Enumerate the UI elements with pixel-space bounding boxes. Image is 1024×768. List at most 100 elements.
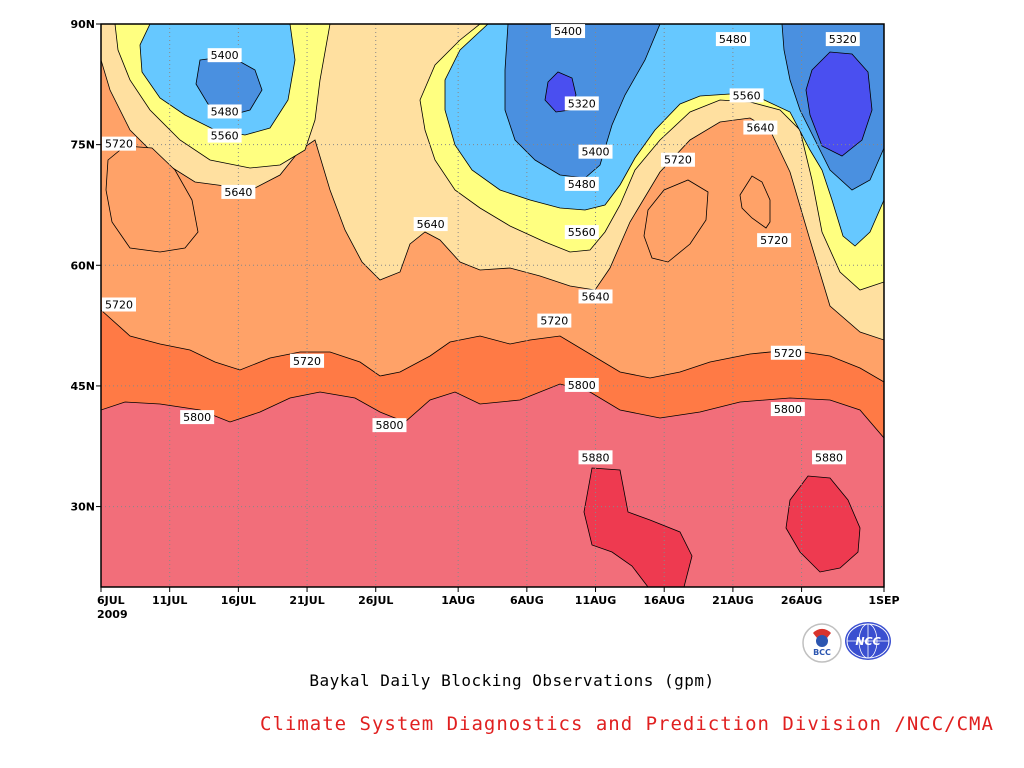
chart-title: Baykal Daily Blocking Observations (gpm) (309, 671, 715, 690)
y-tick-label: 60N (70, 259, 95, 272)
contour-label-bg (564, 377, 599, 392)
x-tick-label: 21JUL (289, 594, 324, 607)
x-tick-label: 21AUG (712, 594, 753, 607)
contour-label: 5400 (578, 144, 613, 159)
contour-label: 5800 (770, 402, 805, 417)
y-tick-label: 90N (70, 18, 95, 31)
contour-labels: 5400 5480 5560 5640 5720 5720 5640 5720 5800 5800… (102, 24, 860, 465)
contour-label-bg (564, 225, 599, 240)
contour-label: 5720 (290, 353, 325, 368)
island-5720-mid (643, 179, 709, 263)
contour-label-bg (564, 96, 599, 111)
contour-label: 5800 (372, 418, 407, 433)
contour-label: 5560 (207, 128, 242, 143)
contour-label-bg (290, 353, 325, 368)
island-5880-b (785, 475, 861, 573)
plot-border (100, 23, 885, 588)
contour-label-bg (207, 48, 242, 63)
x-tick-label: 16AUG (643, 594, 684, 607)
contour-label: 5720 (102, 297, 136, 312)
island-5880-a (583, 467, 693, 587)
y-tick-label: 45N (70, 380, 95, 393)
x-tick-label: 11AUG (575, 594, 616, 607)
contour-label: 5320 (825, 32, 860, 47)
grid-lines (101, 24, 884, 587)
contour-label-text: 5560 (733, 89, 761, 102)
contour-label-text: 5400 (582, 146, 610, 159)
contour-label-text: 5720 (105, 138, 133, 151)
contour-label-text: 5480 (568, 178, 596, 191)
contour-label: 5640 (413, 217, 448, 232)
contour-label-text: 5400 (211, 49, 239, 62)
contour-label-bg (770, 402, 805, 417)
x-axis: 6JUL 11JUL 16JUL 21JUL 26JUL 1AUG 6AUG 11AUG 16A… (97, 587, 900, 607)
contour-label: 5400 (207, 48, 242, 63)
contour-label: 5800 (180, 410, 215, 425)
contour-label: 5480 (207, 104, 242, 119)
contour-label-text: 5720 (293, 355, 321, 368)
ncc-logo: NCC (845, 622, 891, 660)
contour-label-text: 5800 (774, 403, 802, 416)
contour-label: 5720 (537, 313, 572, 328)
contour-label-bg (207, 128, 242, 143)
contour-label-text: 5640 (582, 290, 610, 303)
x-tick-label: 1AUG (441, 594, 475, 607)
contour-label: 5640 (743, 120, 778, 135)
contour-label-text: 5480 (211, 105, 239, 118)
contour-label-bg (825, 32, 860, 47)
contour-label-text: 5320 (829, 33, 857, 46)
contour-label-bg (578, 144, 613, 159)
y-tick-label: 30N (70, 501, 95, 514)
y-axis: 90N 75N 60N 45N 30N (70, 18, 101, 514)
contour-label: 5720 (102, 136, 136, 151)
contour-label-text: 5640 (746, 122, 774, 135)
contour-label-text: 5560 (568, 226, 596, 239)
contour-label-text: 5720 (774, 347, 802, 360)
x-tick-label: 26AUG (781, 594, 822, 607)
contour-label-bg (743, 120, 778, 135)
x-tick-label: 16JUL (221, 594, 256, 607)
contour-label-bg (180, 410, 215, 425)
contour-label: 5480 (564, 176, 599, 191)
contour-label-text: 5800 (568, 379, 596, 392)
contour-label: 5560 (564, 225, 599, 240)
contour-label: 5800 (564, 377, 599, 392)
bcc-logo-text: BCC (813, 648, 831, 657)
contour-label: 5880 (578, 450, 613, 465)
contour-label-bg (221, 184, 256, 199)
island-5720-west (105, 145, 199, 253)
contour-label-text: 5720 (105, 299, 133, 312)
contour-label-text: 5720 (664, 154, 692, 167)
contour-label-text: 5720 (760, 234, 788, 247)
contour-label-bg (578, 289, 613, 304)
contour-label: 5880 (812, 450, 847, 465)
contour-label: 5320 (564, 96, 599, 111)
x-tick-label: 6JUL (97, 594, 125, 607)
contour-label-bg (660, 152, 695, 167)
contour-label: 5480 (715, 32, 750, 47)
contour-label: 5640 (221, 184, 256, 199)
contour-label-bg (812, 450, 847, 465)
x-tick-label: 26JUL (358, 594, 393, 607)
contour-label: 5720 (757, 233, 792, 248)
band-below-5320-b (805, 51, 873, 157)
x-tick-label: 6AUG (510, 594, 544, 607)
island-5720-east (739, 175, 771, 229)
contour-label-bg (372, 418, 407, 433)
contour-label-bg (729, 88, 764, 103)
contour-fills (101, 24, 884, 587)
contour-label-bg (551, 24, 586, 39)
contour-label-text: 5720 (540, 315, 568, 328)
contour-label: 5400 (551, 24, 586, 39)
contour-label-bg (207, 104, 242, 119)
contour-label-bg (715, 32, 750, 47)
contour-label-text: 5800 (183, 411, 211, 424)
contour-label: 5560 (729, 88, 764, 103)
contour-label-text: 5800 (375, 419, 403, 432)
contour-label-text: 5640 (417, 218, 445, 231)
contour-label-text: 5880 (815, 451, 843, 464)
contour-label-text: 5640 (224, 186, 252, 199)
contour-label: 5640 (578, 289, 613, 304)
y-tick-label: 75N (70, 139, 95, 152)
